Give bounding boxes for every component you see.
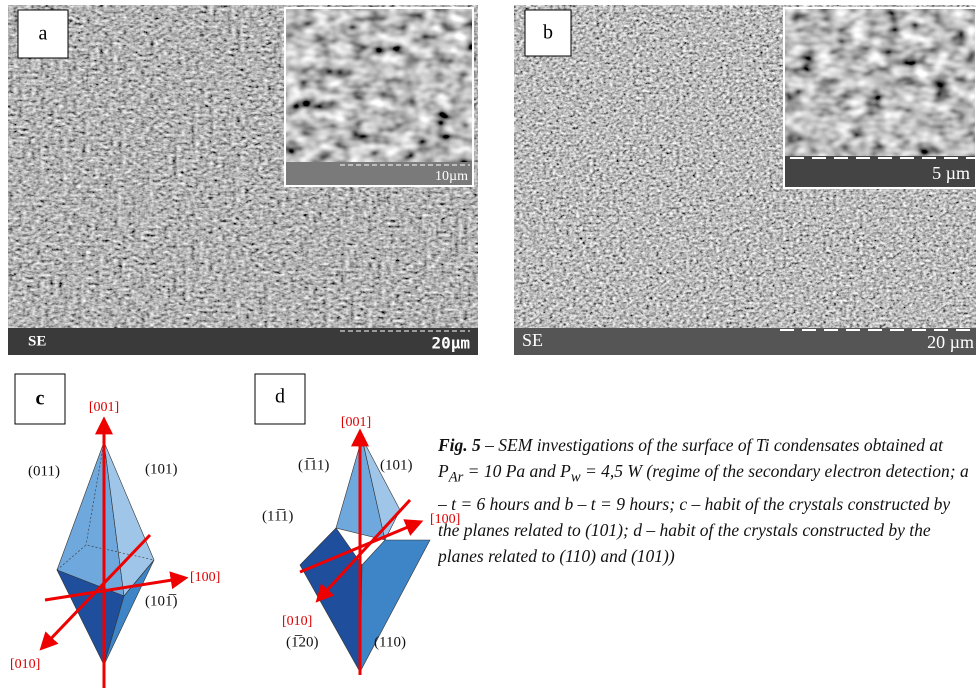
axis-label: [001] (89, 400, 119, 415)
plane-label: (101) (380, 457, 413, 473)
page: SE 20µm 10µm a SE 20 µm 5 µm b c [001] [… (0, 0, 976, 688)
inset-image (285, 8, 473, 186)
scale-label: 20µm (431, 334, 470, 353)
axis-label: [100] (190, 570, 220, 585)
panel-label: d (275, 386, 285, 408)
plane-label: (101) (145, 461, 178, 477)
info-bar (514, 328, 976, 355)
plane-label: (101̅) (145, 593, 178, 609)
caption-sub: w (571, 470, 581, 486)
inset-scale-label: 5 µm (932, 163, 970, 183)
detector: SE (522, 330, 543, 350)
info-bar (8, 328, 478, 355)
plane-label: (11̅1) (262, 508, 293, 524)
figure: SE 20µm 10µm a SE 20 µm 5 µm b c [001] [… (0, 0, 976, 688)
plane-label: (011) (28, 463, 60, 479)
caption: Fig. 5 – SEM investigations of the surfa… (438, 432, 972, 569)
panel-label: b (543, 22, 553, 44)
plane-label: (1̅20) (286, 634, 319, 650)
plane-label: (1̅11) (298, 457, 329, 473)
axis-label: [010] (282, 614, 312, 629)
caption-sub: Ar (449, 470, 464, 486)
axis-label: [010] (10, 657, 40, 672)
detector: SE (28, 333, 46, 349)
caption-label: Fig. 5 (438, 435, 481, 455)
panel-label: a (39, 23, 48, 45)
panel-label: c (36, 388, 45, 410)
caption-text: = 10 Pa and P (463, 461, 571, 481)
inset-scale-label: 10µm (435, 169, 468, 184)
axis-label: [001] (341, 415, 371, 430)
scale-label: 20 µm (927, 332, 974, 352)
plane-label: (110) (374, 634, 406, 650)
